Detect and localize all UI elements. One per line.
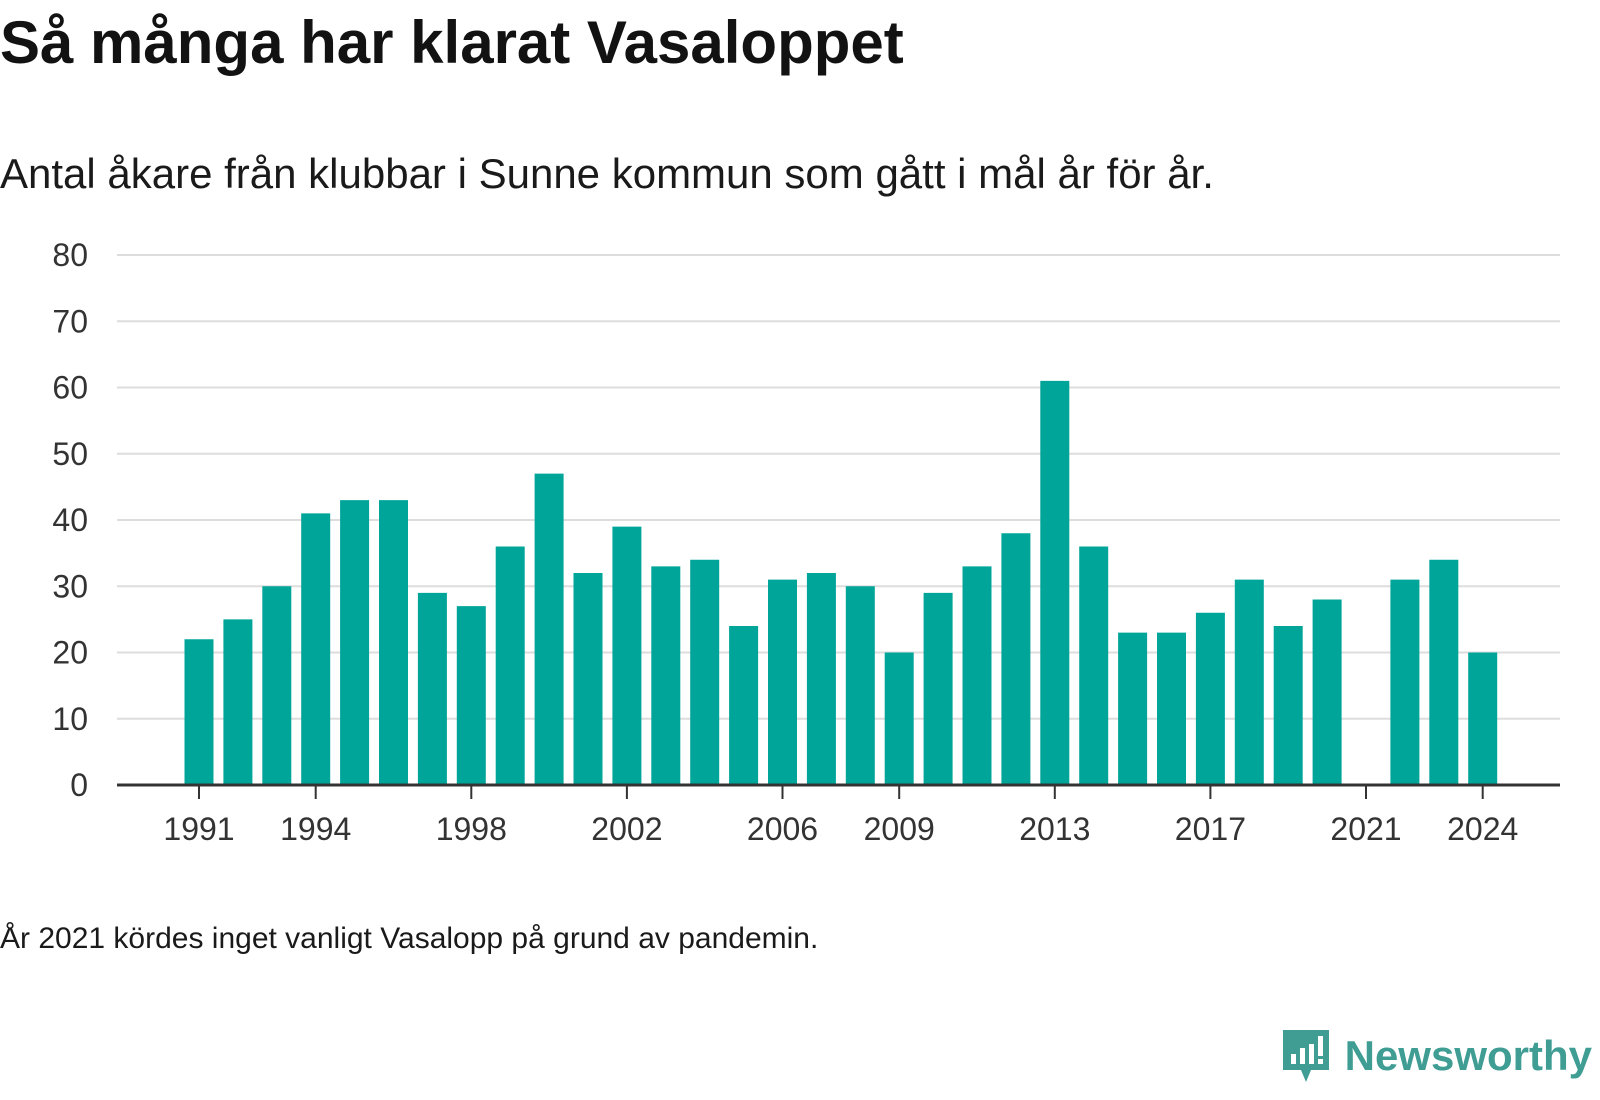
bar xyxy=(495,546,525,785)
bar xyxy=(1118,632,1148,785)
bar xyxy=(1273,626,1303,785)
chart-title: Så många har klarat Vasaloppet xyxy=(0,9,904,76)
bar xyxy=(417,592,447,785)
y-tick-label: 10 xyxy=(52,701,88,737)
bar xyxy=(884,652,914,785)
bar xyxy=(184,639,214,785)
bar xyxy=(1390,579,1420,785)
newsworthy-logo-icon xyxy=(1282,1030,1329,1082)
bar xyxy=(379,500,408,785)
y-tick-label: 30 xyxy=(52,568,88,604)
x-tick-label: 2002 xyxy=(591,811,662,847)
x-tick-label: 2021 xyxy=(1330,811,1401,847)
bar xyxy=(534,473,564,785)
bar xyxy=(1234,579,1264,785)
bar xyxy=(923,592,953,785)
bar xyxy=(1312,599,1342,785)
x-tick-label: 2006 xyxy=(747,811,818,847)
x-tick-label: 2024 xyxy=(1447,811,1518,847)
bar xyxy=(1195,612,1225,785)
bar xyxy=(845,586,875,785)
footnote: År 2021 kördes inget vanligt Vasalopp på… xyxy=(0,922,819,955)
bar xyxy=(729,626,759,785)
bar xyxy=(340,500,370,785)
y-tick-label: 50 xyxy=(52,436,88,472)
y-tick-label: 40 xyxy=(52,502,88,538)
bar xyxy=(223,619,253,785)
bar xyxy=(1040,380,1070,785)
bar xyxy=(1079,546,1109,785)
chart-subtitle: Antal åkare från klubbar i Sunne kommun … xyxy=(0,150,1214,197)
x-tick-label: 2009 xyxy=(864,811,935,847)
bar xyxy=(1001,533,1031,785)
y-tick-label: 80 xyxy=(52,237,88,273)
bar xyxy=(651,566,681,785)
bar xyxy=(301,513,331,785)
bar xyxy=(806,573,836,785)
bar xyxy=(1429,559,1459,785)
y-tick-label: 20 xyxy=(52,635,88,671)
bar xyxy=(573,573,603,785)
bar xyxy=(690,559,720,785)
x-tick-label: 1994 xyxy=(280,811,351,847)
bar xyxy=(962,566,992,785)
brand-name: Newsworthy xyxy=(1344,1032,1592,1079)
x-tick-label: 2013 xyxy=(1019,811,1090,847)
y-tick-label: 70 xyxy=(52,303,88,339)
x-tick-label: 2017 xyxy=(1175,811,1246,847)
y-tick-label: 0 xyxy=(70,767,88,803)
x-tick-label: 1991 xyxy=(163,811,234,847)
bar-chart: 0 10 20 30 40 50 60 70 80 1991 1994 1998 2002 2006 200… xyxy=(52,237,1560,847)
bar xyxy=(1468,652,1498,785)
y-tick-label: 60 xyxy=(52,370,88,406)
bar xyxy=(612,526,642,785)
bar xyxy=(262,586,292,785)
bar xyxy=(1157,632,1186,785)
bar xyxy=(456,606,486,785)
x-tick-label: 1998 xyxy=(436,811,507,847)
brand-logo: Newsworthy xyxy=(1279,1026,1592,1086)
bar xyxy=(768,579,797,785)
